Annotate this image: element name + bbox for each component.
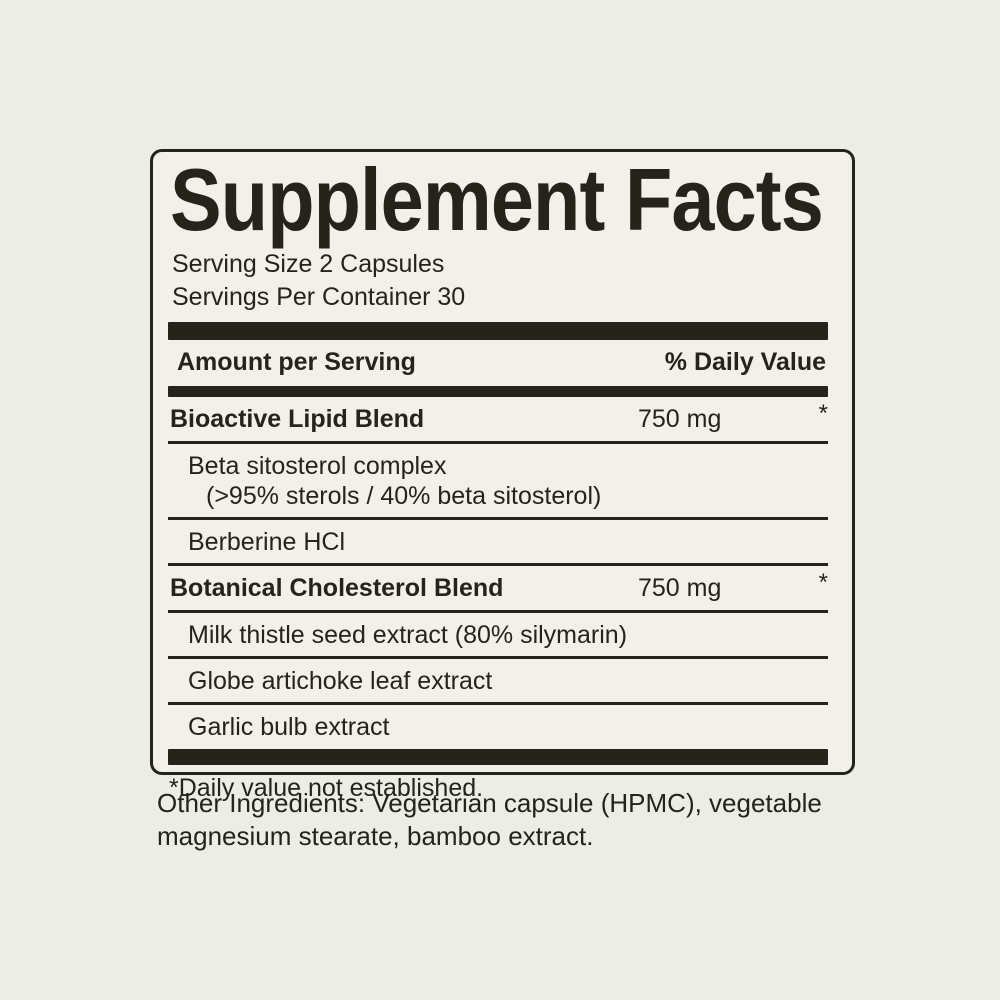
ingredient-row-bioactive-lipid-blend: Bioactive Lipid Blend 750 mg *	[168, 397, 828, 444]
amount-per-serving-header: Amount per Serving	[177, 348, 416, 376]
ingredient-amount: 750 mg	[638, 574, 722, 602]
ingredient-row-globe-artichoke: Globe artichoke leaf extract	[168, 659, 828, 705]
ingredient-row-milk-thistle: Milk thistle seed extract (80% silymarin…	[168, 613, 828, 659]
title-wrap: Supplement Facts	[168, 150, 828, 249]
daily-value-footnote: *Daily value not established.	[169, 774, 484, 802]
column-header: Amount per Serving % Daily Value	[168, 340, 828, 386]
serving-info: Serving Size 2 Capsules Servings Per Con…	[172, 248, 828, 314]
supplement-facts-panel: Supplement Facts Serving Size 2 Capsules…	[150, 149, 855, 802]
divider-bar-bottom	[168, 749, 828, 765]
ingredient-row-garlic-bulb: Garlic bulb extract	[168, 705, 828, 746]
daily-value-asterisk: *	[818, 400, 828, 427]
divider-bar-header	[168, 386, 828, 397]
daily-value-header: % Daily Value	[664, 348, 826, 376]
ingredient-amount: 750 mg	[638, 405, 722, 433]
amount-group: 750 mg *	[638, 400, 828, 435]
ingredient-name: Bioactive Lipid Blend	[170, 405, 425, 433]
divider-bar-top	[168, 322, 828, 340]
ingredient-name: Berberine HCl	[188, 528, 346, 556]
daily-value-asterisk: *	[818, 569, 828, 596]
ingredient-name: Beta sitosterol complex	[188, 452, 447, 480]
panel-title: Supplement Facts	[170, 150, 824, 249]
ingredient-row-botanical-cholesterol-blend: Botanical Cholesterol Blend 750 mg *	[168, 566, 828, 613]
ingredient-detail: (>95% sterols / 40% beta sitosterol)	[206, 482, 602, 510]
ingredient-name: Globe artichoke leaf extract	[188, 667, 493, 695]
other-ingredients-line-2: magnesium stearate, bamboo extract.	[157, 821, 594, 851]
other-ingredients-line-1: Other Ingredients: Vegetarian capsule (H…	[157, 788, 822, 818]
ingredient-row-berberine: Berberine HCl	[168, 520, 828, 566]
ingredient-name: Botanical Cholesterol Blend	[170, 574, 504, 602]
ingredient-name: Milk thistle seed extract (80% silymarin…	[188, 621, 628, 649]
other-ingredients-text: Other Ingredients: Vegetarian capsule (H…	[157, 787, 877, 853]
servings-per-container-text: Servings Per Container 30	[172, 283, 466, 311]
amount-group: 750 mg *	[638, 569, 828, 604]
ingredient-name: Garlic bulb extract	[188, 713, 390, 741]
serving-size-text: Serving Size 2 Capsules	[172, 250, 445, 278]
ingredient-row-beta-sitosterol: Beta sitosterol complex (>95% sterols / …	[168, 444, 828, 520]
